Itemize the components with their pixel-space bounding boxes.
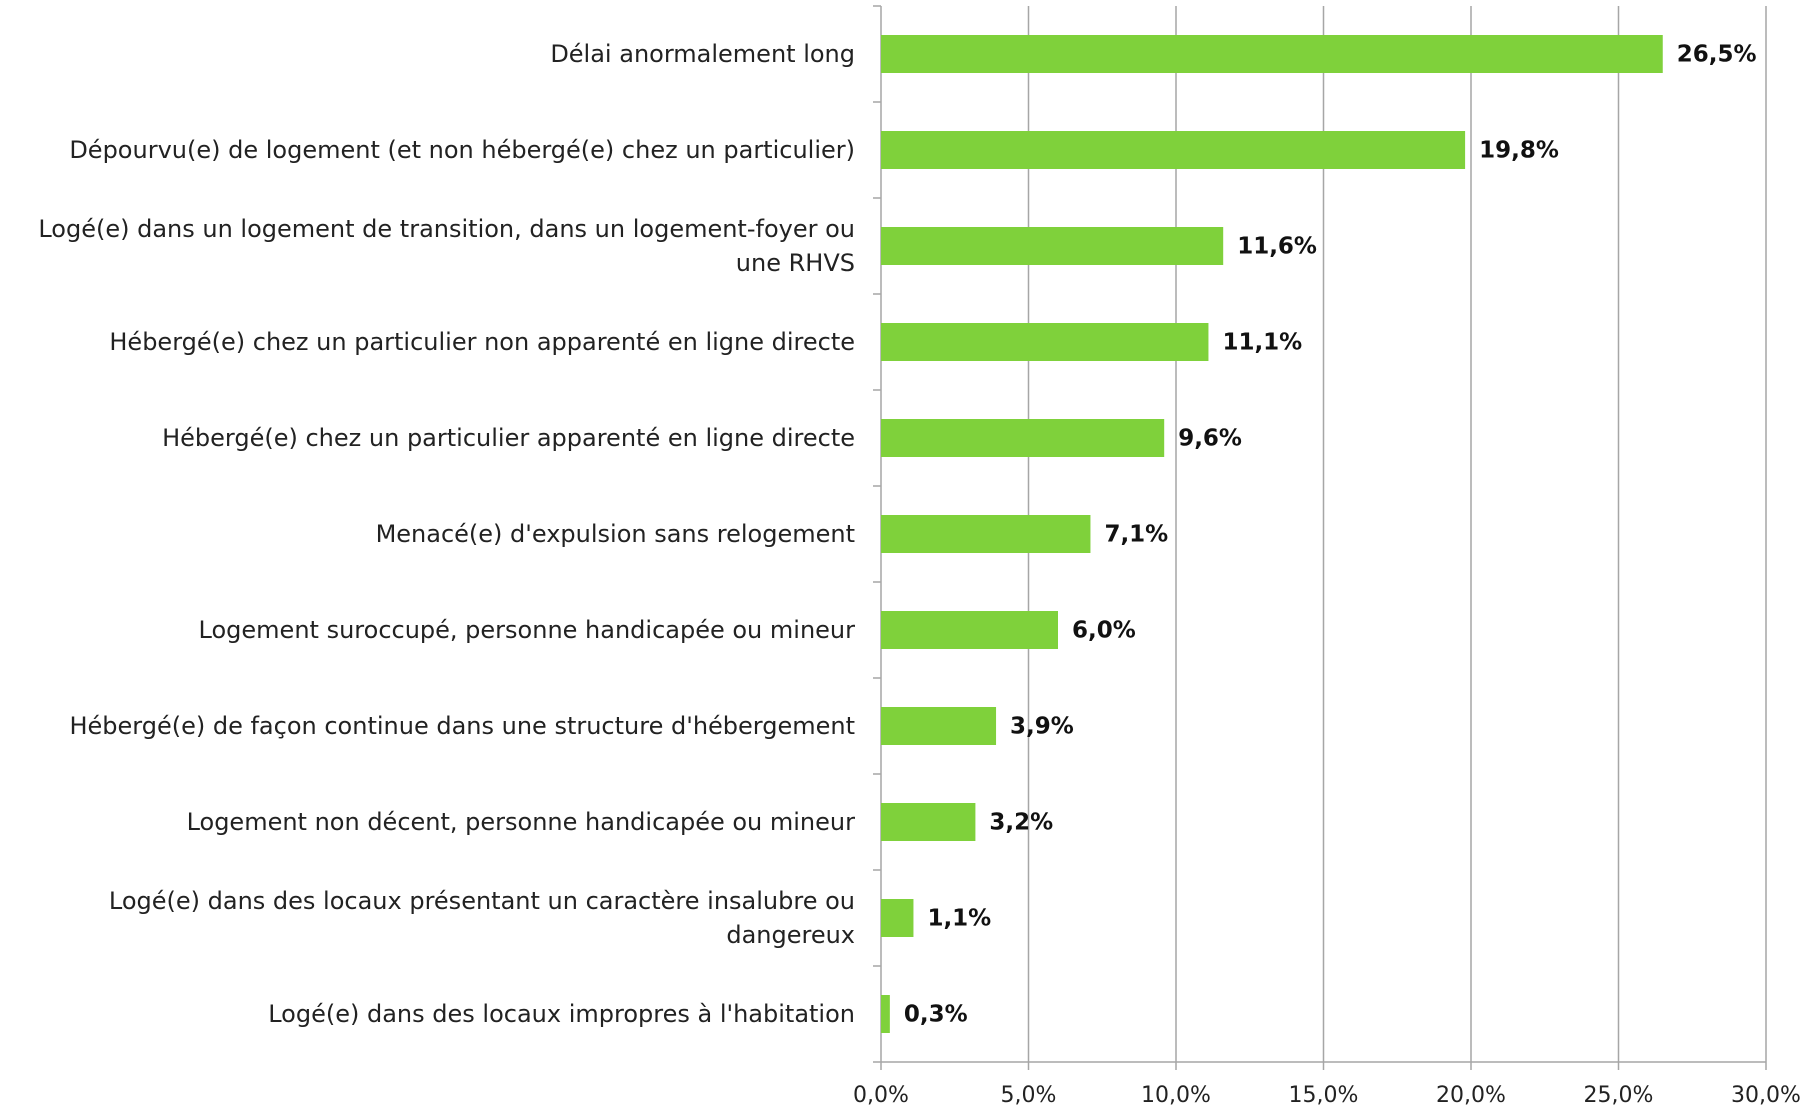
x-tick-label: 10,0% [1141,1083,1211,1105]
x-tick-label: 0,0% [853,1083,909,1105]
value-label: 3,9% [1010,714,1074,740]
category-label: Délai anormalement long [550,40,855,68]
value-label: 19,8% [1479,138,1559,164]
bar [881,707,997,745]
value-label: 3,2% [989,810,1053,836]
bar [881,611,1058,649]
category-label: Hébergé(e) chez un particulier non appar… [109,328,855,356]
bar [881,419,1165,457]
value-label: 9,6% [1178,426,1242,452]
bar [881,323,1209,361]
category-label: Logé(e) dans des locaux impropres à l'ha… [268,1000,855,1028]
category-label: Logement non décent, personne handicapée… [186,808,855,836]
x-tick-label: 5,0% [1001,1083,1057,1105]
value-label: 7,1% [1104,522,1168,548]
category-label: Logement suroccupé, personne handicapée … [198,616,855,644]
x-tick-label: 25,0% [1584,1083,1654,1105]
x-tick-label: 20,0% [1436,1083,1506,1105]
category-label: Logé(e) dans un logement de transition, … [38,215,855,277]
category-label: Hébergé(e) chez un particulier apparenté… [162,424,855,452]
value-label: 11,6% [1237,234,1317,260]
value-label: 1,1% [927,906,991,932]
value-label: 0,3% [904,1002,968,1028]
value-label: 11,1% [1222,330,1302,356]
bar [881,899,914,937]
bar [881,515,1091,553]
value-label: 26,5% [1677,42,1757,68]
x-tick-label: 15,0% [1289,1083,1359,1105]
category-label: Dépourvu(e) de logement (et non hébergé(… [69,136,855,164]
value-label: 6,0% [1072,618,1136,644]
category-label: Menacé(e) d'expulsion sans relogement [375,520,855,548]
category-label: Logé(e) dans des locaux présentant un ca… [108,887,855,949]
category-label: Hébergé(e) de façon continue dans une st… [69,712,855,740]
bar [881,995,890,1033]
bar [881,227,1224,265]
bar [881,131,1466,169]
x-tick-label: 30,0% [1731,1083,1801,1105]
bar [881,803,976,841]
bar [881,35,1663,73]
